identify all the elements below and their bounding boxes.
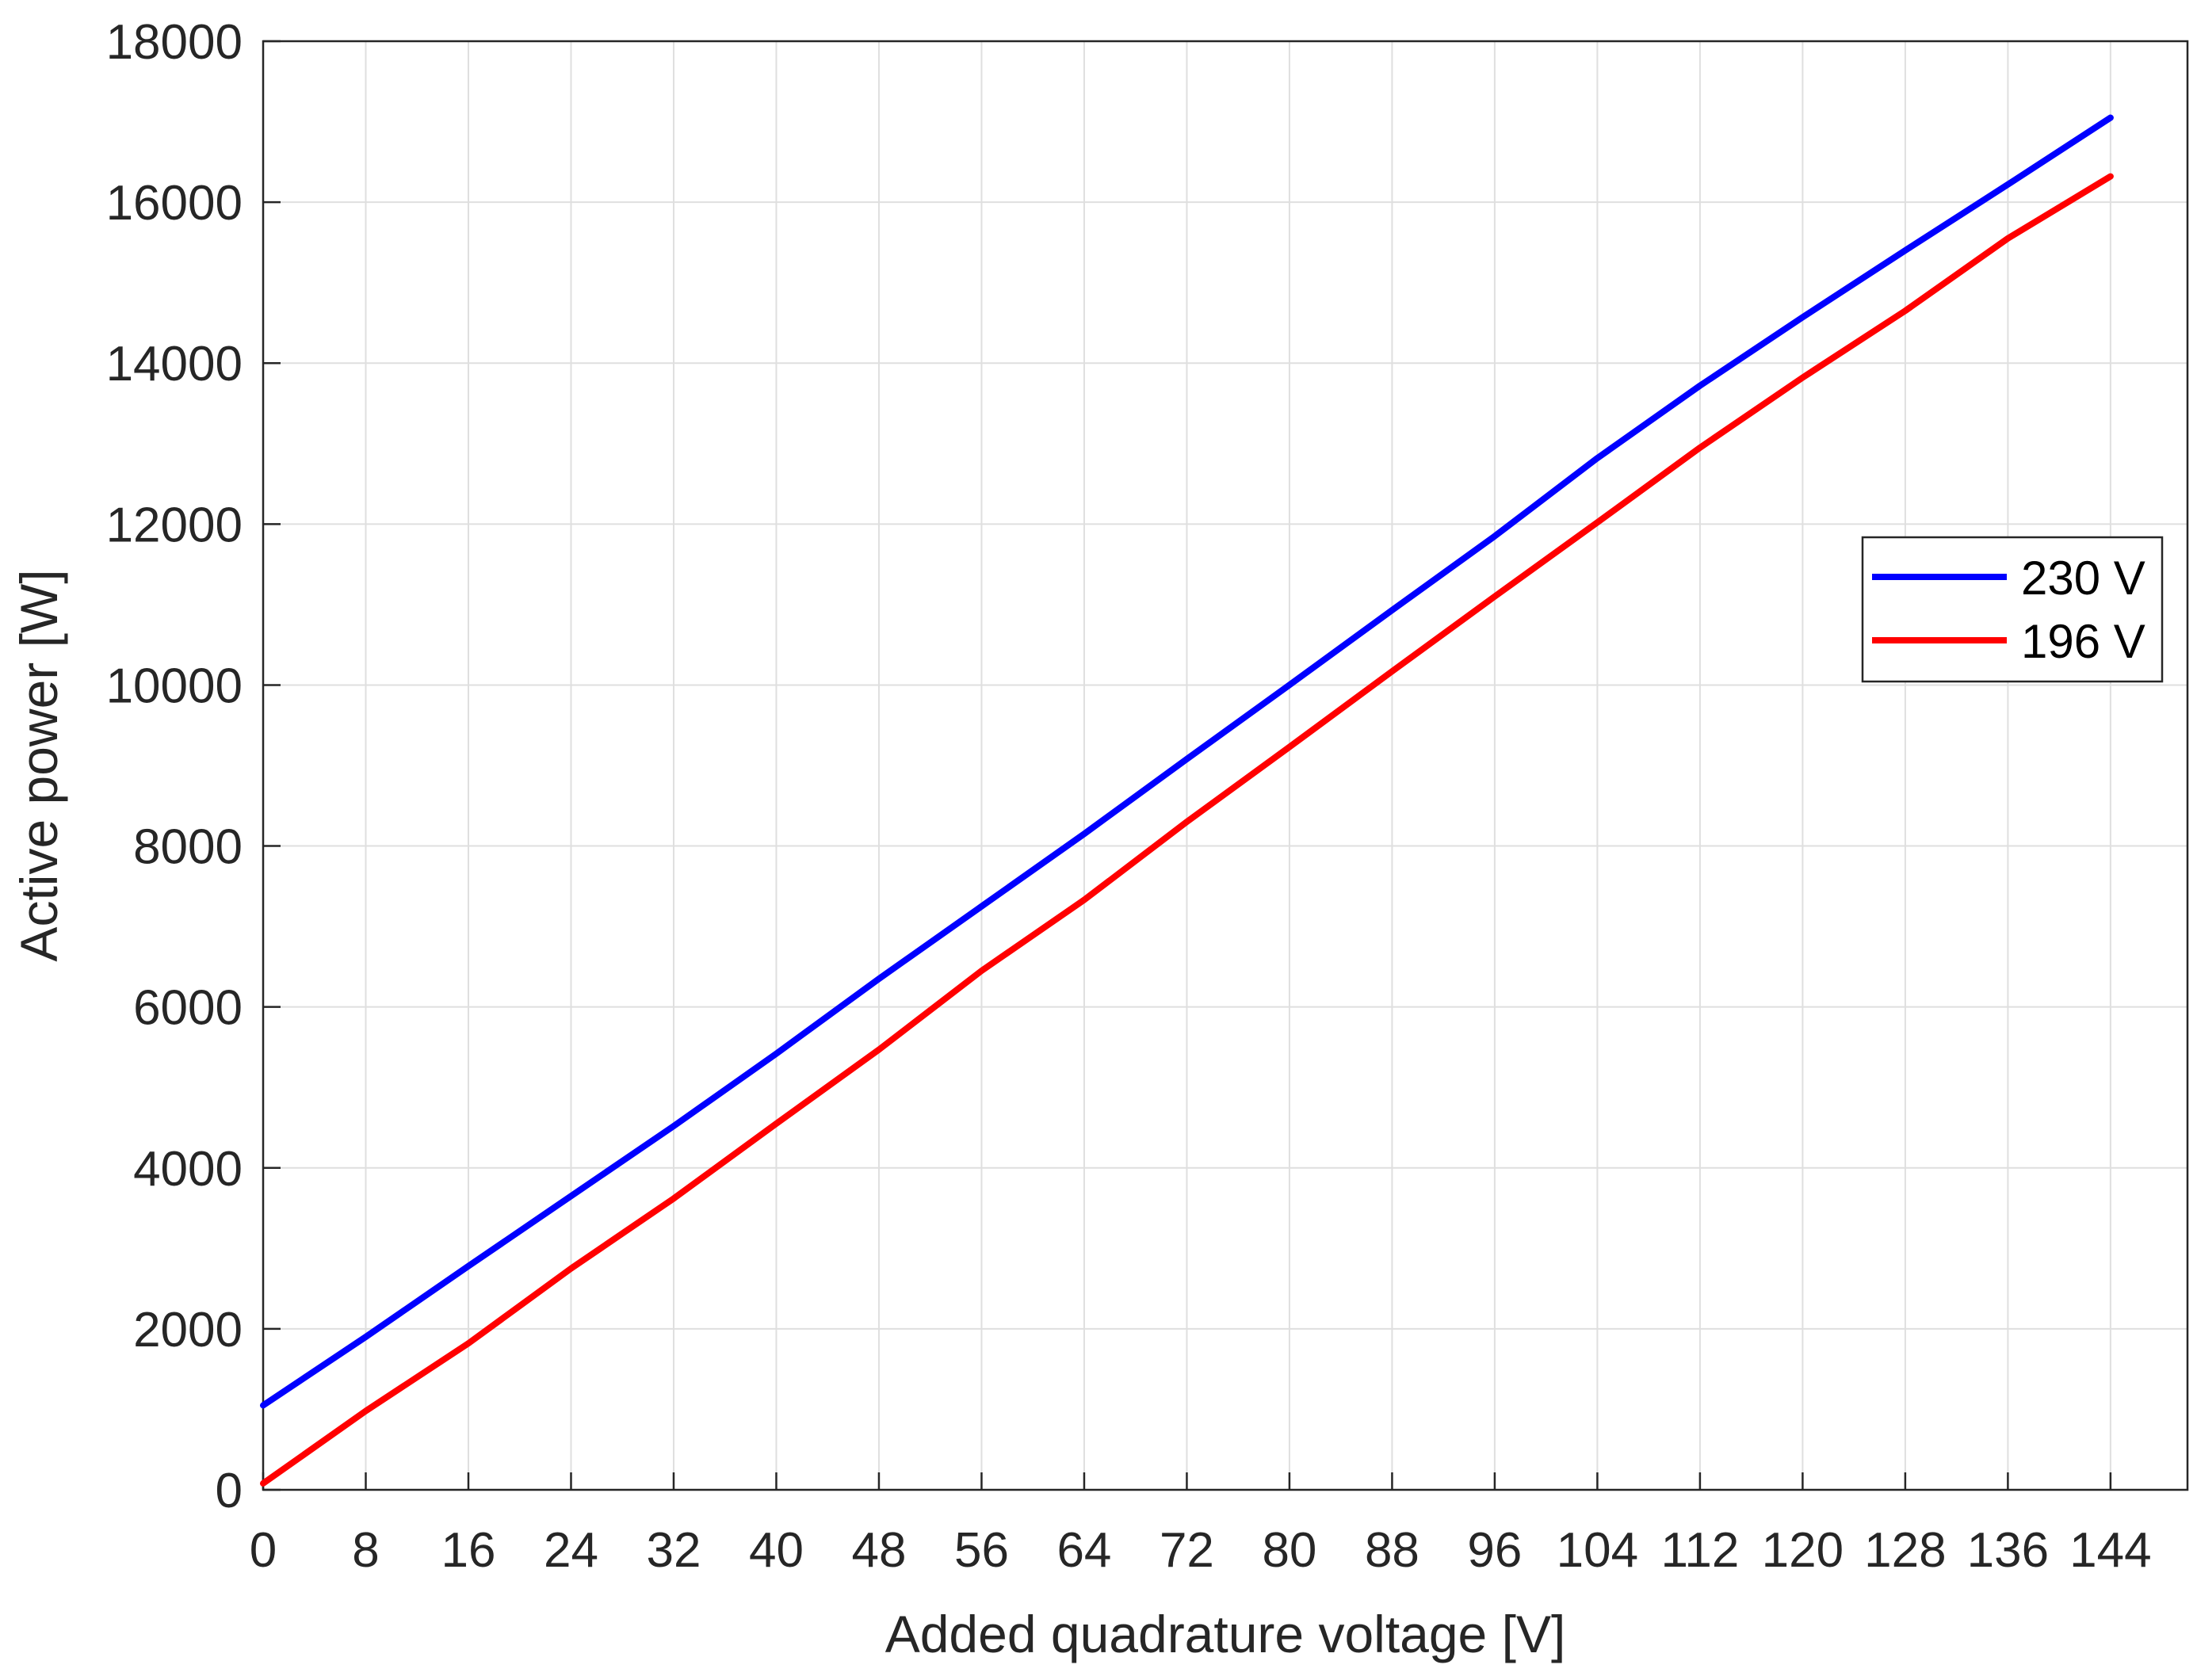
x-tick-label: 24 <box>544 1523 598 1578</box>
y-tick-label: 18000 <box>106 15 243 70</box>
axis-ticks: 0 8 16 24 32 40 48 56 64 72 80 88 96 104 112 120 128 136 1… <box>106 15 2152 1578</box>
legend-label-230v: 230 V <box>2021 552 2145 605</box>
series-line-230v <box>260 114 2114 1409</box>
y-tick-label: 12000 <box>106 498 243 552</box>
x-tick-label: 88 <box>1365 1523 1419 1578</box>
x-tick-label: 8 <box>352 1523 379 1578</box>
x-tick-label: 40 <box>749 1523 804 1578</box>
x-tick-label: 136 <box>1967 1523 2049 1578</box>
x-tick-label: 104 <box>1557 1523 1638 1578</box>
y-tick-label: 14000 <box>106 337 243 391</box>
x-tick-label: 48 <box>851 1523 906 1578</box>
x-tick-label: 16 <box>441 1523 496 1578</box>
legend: 230 V 196 V <box>1861 536 2164 683</box>
x-tick-label: 128 <box>1864 1523 1946 1578</box>
legend-label-196v: 196 V <box>2021 615 2145 668</box>
x-axis-label: Added quadrature voltage [V] <box>885 1605 1566 1663</box>
legend-box <box>1861 536 2164 683</box>
x-tick-label: 120 <box>1762 1523 1844 1578</box>
plot-area-border <box>262 40 2189 1491</box>
x-tick-label: 144 <box>2069 1523 2151 1578</box>
grid <box>263 41 2187 1490</box>
y-tick-label: 10000 <box>106 659 243 713</box>
x-tick-label: 64 <box>1056 1523 1111 1578</box>
x-tick-label: 0 <box>250 1523 277 1578</box>
x-tick-label: 96 <box>1467 1523 1522 1578</box>
x-tick-label: 56 <box>954 1523 1009 1578</box>
x-tick-label: 112 <box>1660 1523 1739 1578</box>
y-axis-label: Active power [W] <box>10 569 68 961</box>
y-tick-label: 0 <box>216 1464 243 1518</box>
y-tick-label: 6000 <box>133 981 243 1036</box>
series-lines <box>260 114 2114 1487</box>
x-tick-label: 72 <box>1160 1523 1214 1578</box>
x-tick-label: 32 <box>646 1523 701 1578</box>
x-tick-label: 80 <box>1262 1523 1316 1578</box>
series-line-196v <box>260 173 2114 1487</box>
y-tick-label: 2000 <box>133 1303 243 1357</box>
y-tick-label: 8000 <box>133 820 243 875</box>
y-tick-label: 16000 <box>106 176 243 231</box>
y-tick-label: 4000 <box>133 1142 243 1197</box>
